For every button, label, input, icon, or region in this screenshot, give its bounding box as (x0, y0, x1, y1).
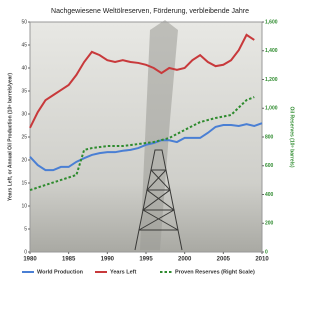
y-tick-label: 40 (21, 65, 27, 71)
y-tick-label: 50 (21, 19, 27, 25)
y-tick-label: 35 (21, 88, 27, 94)
y2-tick-label: 1,400 (265, 48, 278, 54)
y-tick-label: 20 (21, 157, 27, 163)
chart: Nachgewiesene Weltölreserven, Förderung,… (0, 0, 300, 305)
chart-title: Nachgewiesene Weltölreserven, Förderung,… (51, 8, 249, 15)
x-tick-label: 1995 (139, 257, 153, 263)
y-tick-label: 0 (24, 249, 27, 255)
y-tick-label: 25 (21, 134, 27, 140)
y2-tick-label: 200 (265, 221, 274, 227)
y2-tick-label: 1,000 (265, 106, 278, 112)
legend-label: World Production (37, 269, 84, 275)
y2-tick-label: 1,200 (265, 77, 278, 83)
legend-label: Years Left (110, 269, 136, 275)
y-tick-label: 30 (21, 111, 27, 117)
y2-tick-label: 1,600 (265, 19, 278, 25)
x-tick-label: 2010 (255, 257, 269, 263)
y-tick-label: 5 (24, 226, 27, 232)
y-tick-label: 10 (21, 203, 27, 209)
y2-tick-label: 400 (265, 192, 274, 198)
legend-label: Proven Reserves (Right Scale) (175, 269, 255, 275)
x-tick-label: 2000 (178, 257, 192, 263)
y-axis-title: Years Left, or Annual Oil Production (10… (7, 73, 13, 201)
x-tick-label: 1985 (62, 257, 76, 263)
x-tick-label: 1980 (23, 257, 37, 263)
x-tick-label: 1990 (101, 257, 115, 263)
y2-tick-label: 600 (265, 163, 274, 169)
y2-tick-label: 0 (265, 249, 268, 255)
y-tick-label: 45 (21, 42, 27, 48)
x-tick-label: 2005 (217, 257, 231, 263)
page: Nachgewiesene Weltölreserven, Förderung,… (0, 0, 320, 310)
y2-axis-title: Oil Reserves (10⁹ barrels) (289, 106, 295, 167)
y-tick-label: 15 (21, 180, 27, 186)
y2-tick-label: 800 (265, 134, 274, 140)
